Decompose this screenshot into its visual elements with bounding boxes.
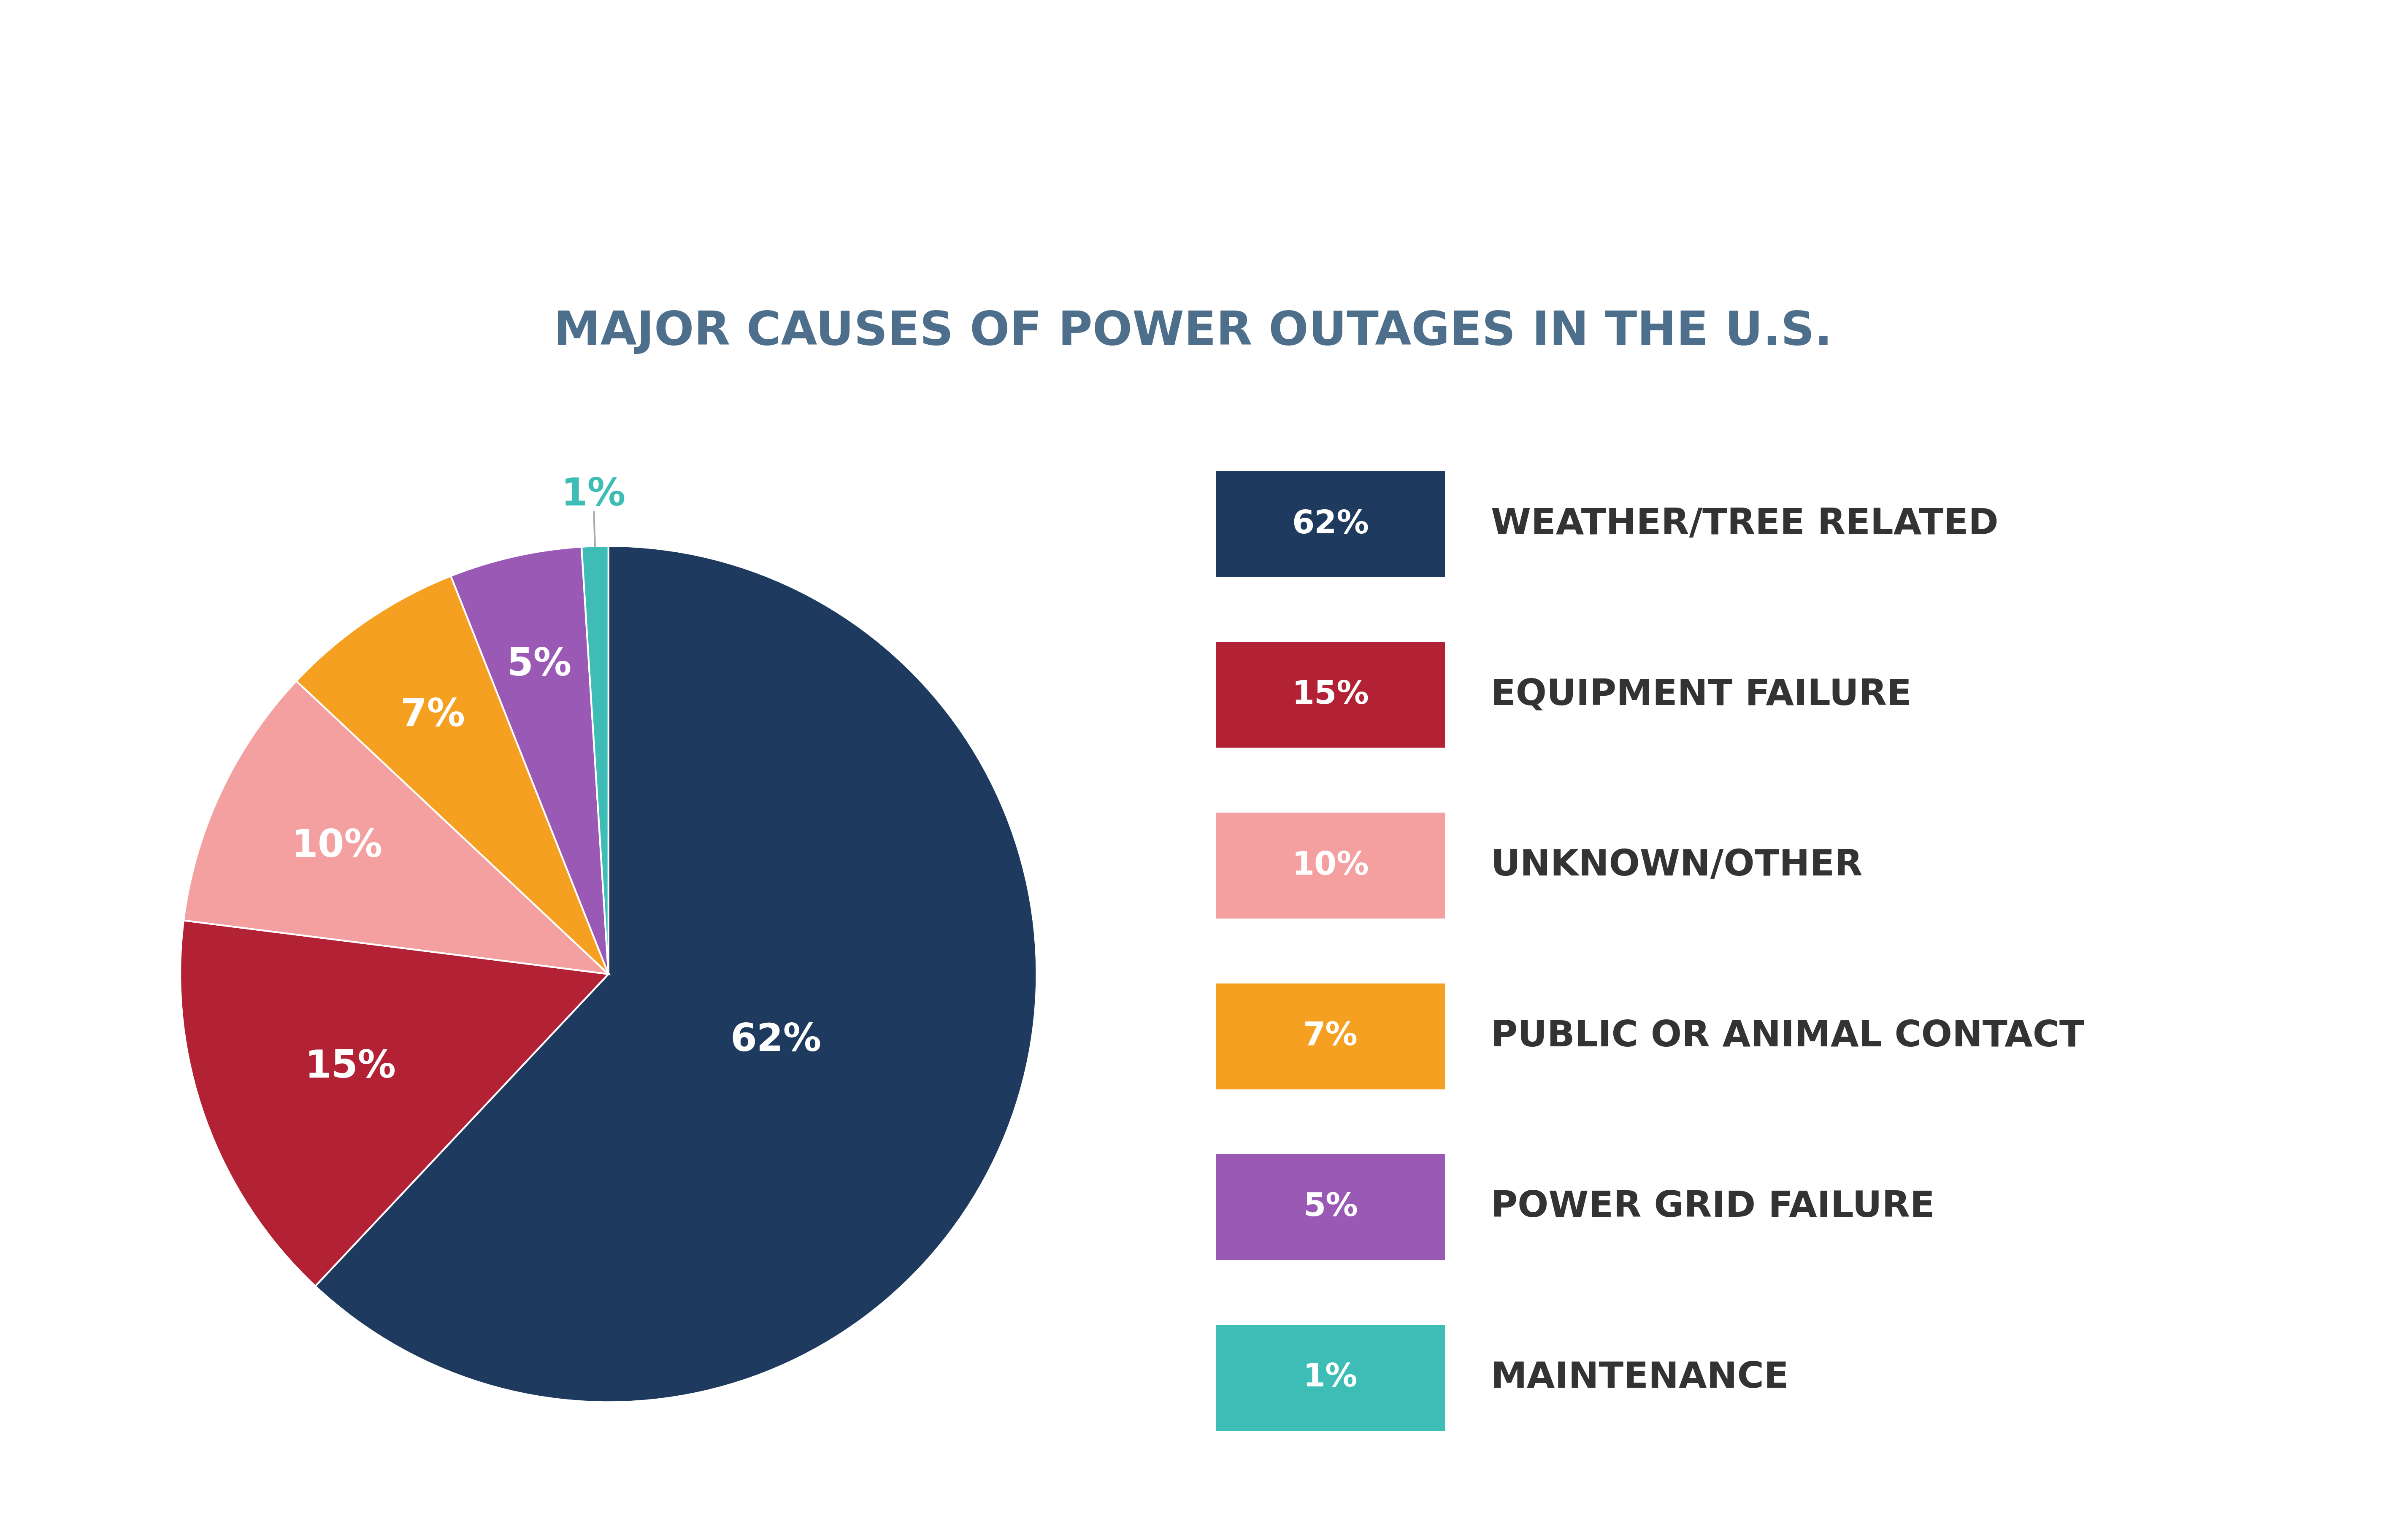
FancyBboxPatch shape	[1217, 813, 1446, 918]
Text: MAINTENANCE: MAINTENANCE	[1491, 1360, 1790, 1395]
Text: 62%: 62%	[1291, 508, 1370, 541]
FancyBboxPatch shape	[1217, 642, 1446, 748]
Wedge shape	[181, 921, 608, 1286]
Wedge shape	[315, 547, 1036, 1401]
Text: 7%: 7%	[1303, 1021, 1358, 1052]
Text: 7%: 7%	[401, 698, 465, 735]
FancyBboxPatch shape	[1217, 1324, 1446, 1431]
FancyBboxPatch shape	[1217, 984, 1446, 1089]
Wedge shape	[451, 547, 608, 975]
Text: 62%: 62%	[730, 1021, 821, 1060]
Text: WEATHER/TREE RELATED: WEATHER/TREE RELATED	[1491, 507, 1999, 542]
Text: UNKNOWN/OTHER: UNKNOWN/OTHER	[1491, 849, 1863, 882]
Wedge shape	[296, 576, 608, 975]
Text: 10%: 10%	[1291, 850, 1370, 881]
Text: 15%: 15%	[1291, 679, 1370, 710]
Text: 1%: 1%	[561, 476, 625, 513]
FancyBboxPatch shape	[1217, 471, 1446, 578]
Text: 5%: 5%	[1303, 1192, 1358, 1223]
Text: PROBLEM: PROBLEM	[985, 82, 1401, 157]
FancyBboxPatch shape	[1217, 1153, 1446, 1260]
Text: PUBLIC OR ANIMAL CONTACT: PUBLIC OR ANIMAL CONTACT	[1491, 1019, 2083, 1053]
Text: 5%: 5%	[506, 647, 573, 684]
Text: POWER GRID FAILURE: POWER GRID FAILURE	[1491, 1189, 1935, 1224]
Wedge shape	[582, 547, 608, 975]
Text: EQUIPMENT FAILURE: EQUIPMENT FAILURE	[1491, 678, 1911, 713]
Wedge shape	[184, 681, 608, 975]
Text: MAJOR CAUSES OF POWER OUTAGES IN THE U.S.: MAJOR CAUSES OF POWER OUTAGES IN THE U.S…	[554, 310, 1832, 354]
Text: 10%: 10%	[291, 829, 382, 865]
Text: 15%: 15%	[305, 1049, 396, 1086]
Text: 1%: 1%	[1303, 1361, 1358, 1394]
